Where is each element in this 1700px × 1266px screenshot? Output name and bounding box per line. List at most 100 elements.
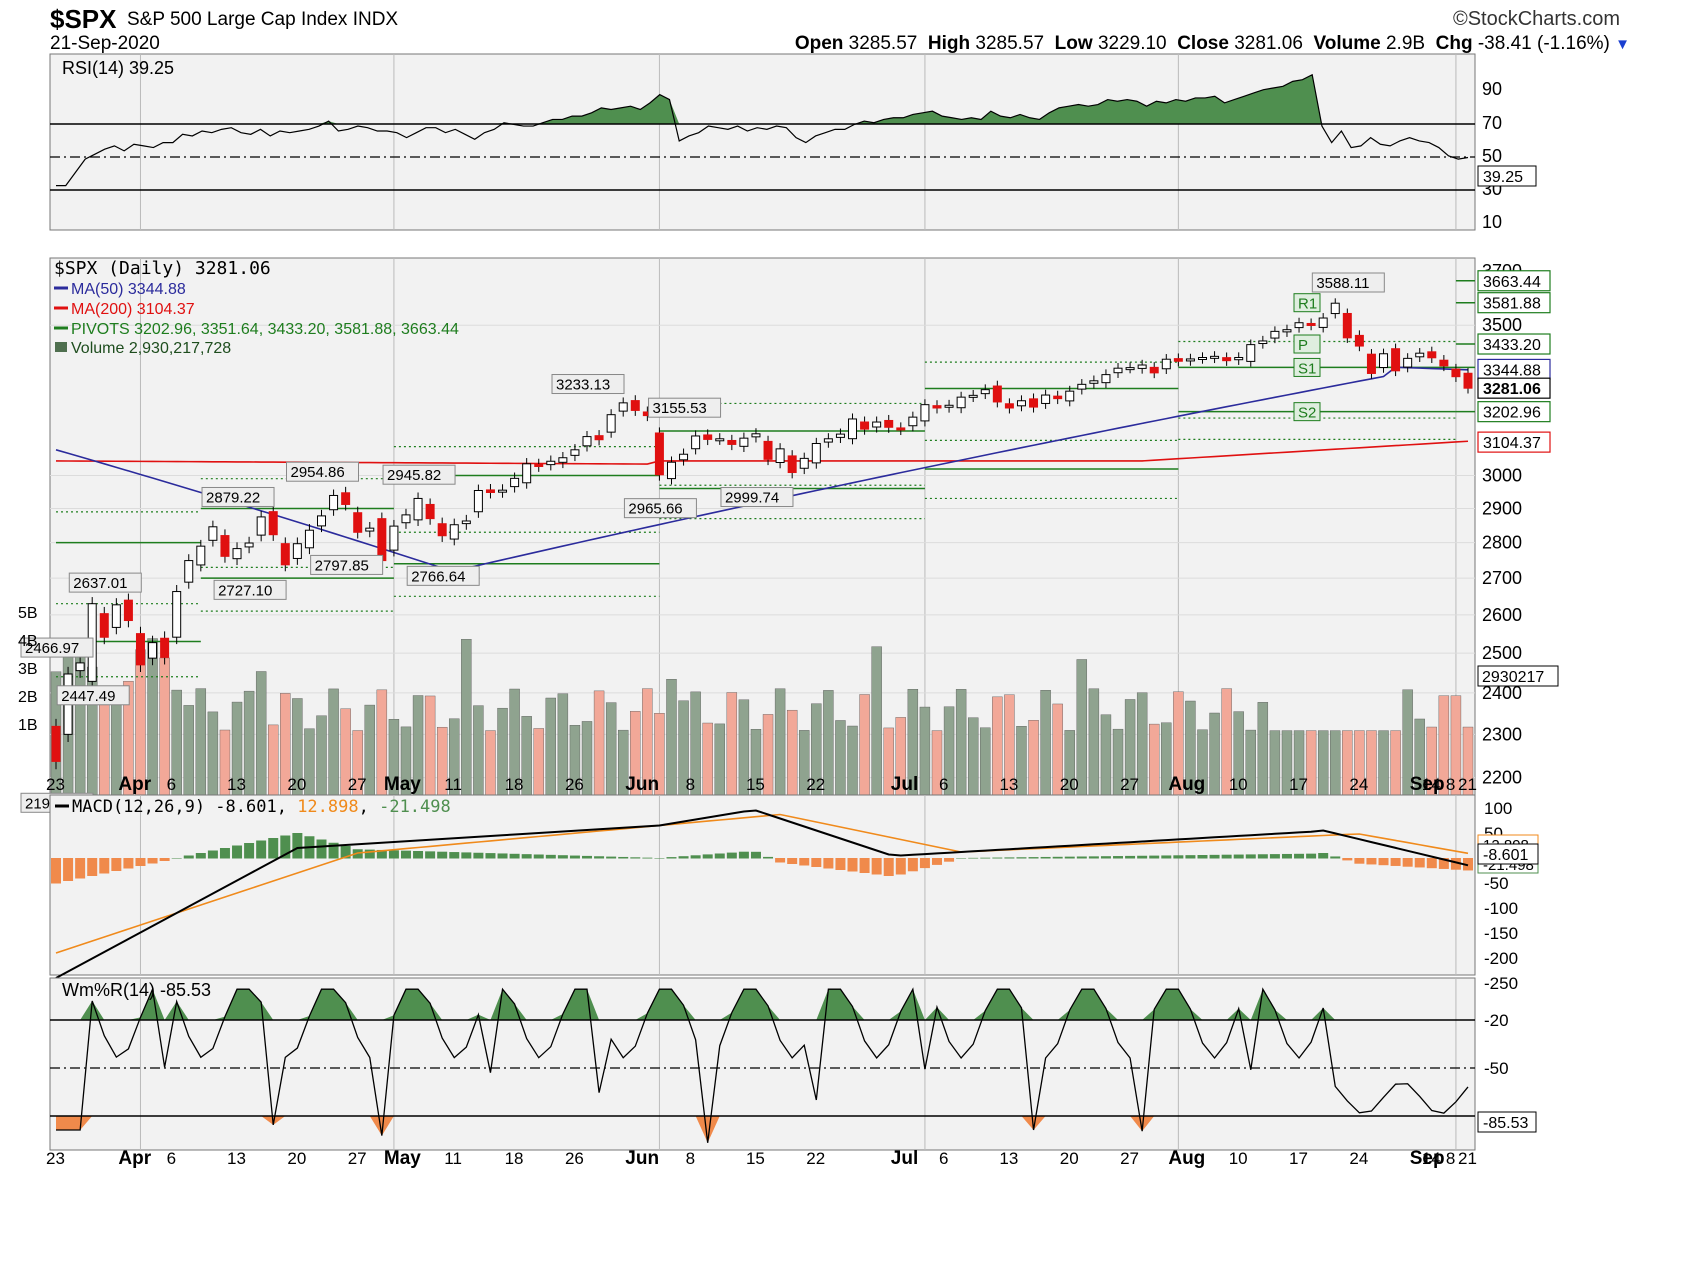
annotation-box — [720, 487, 794, 508]
willr-line — [56, 986, 1469, 1143]
macd-hist-bar — [413, 851, 424, 859]
candle-body — [1415, 352, 1425, 358]
candle-body — [763, 440, 773, 460]
rsi-legend: RSI(14) 39.25 — [62, 58, 174, 78]
pivot-tag-label: S1 — [1298, 360, 1316, 377]
macd-hist-bar — [582, 855, 593, 859]
macd-hist-bar — [980, 857, 991, 859]
x-axis-label: 20 — [287, 775, 306, 794]
candle-body — [606, 414, 616, 433]
macd-hist-bar — [280, 835, 291, 859]
price-tick-label: 2500 — [1482, 643, 1522, 663]
annotation-label: 2727.10 — [218, 582, 272, 599]
x-axis-label: 11 — [444, 775, 462, 794]
candle-body — [1427, 351, 1437, 359]
macd-hist-bar — [1040, 856, 1051, 859]
price-right-label: 3104.37 — [1483, 435, 1541, 452]
rsi-tick-label: 10 — [1482, 212, 1502, 232]
price-tick-label: 2600 — [1482, 605, 1522, 625]
candle-body — [534, 463, 544, 467]
macd-hist-bar — [521, 854, 532, 859]
annotation-label: 2965.66 — [628, 501, 682, 518]
macd-hist-bar — [123, 858, 134, 869]
macd-hist-bar — [1330, 856, 1341, 859]
price-right-label-box — [1477, 333, 1551, 355]
candle-body — [630, 400, 640, 411]
candle-body — [727, 439, 737, 445]
macd-hist-bar — [256, 840, 267, 859]
annotation-box — [20, 637, 94, 658]
macd-value-label: -8.601 — [1483, 847, 1528, 864]
candle-body — [799, 457, 809, 469]
candle-body — [1439, 359, 1449, 367]
candle-body — [317, 515, 327, 527]
chg-label: Chg — [1435, 33, 1473, 54]
candle-body — [1197, 356, 1207, 360]
candle-body — [558, 457, 568, 463]
ma200-legend: MA(200) 3104.37 — [71, 301, 195, 318]
caret-down-icon[interactable]: ▼ — [1615, 36, 1630, 53]
candle-body — [1451, 368, 1461, 378]
x-axis-label: May — [384, 1148, 421, 1169]
annotation-box — [56, 685, 130, 706]
low-label: Low — [1054, 33, 1093, 54]
macd-legend: MACD(12,26,9) -8.601, 12.898, -21.498 — [72, 797, 451, 817]
candle-body — [980, 389, 990, 395]
price-panel: 3588.11 3233.13 3155.53 2954.86 2945.82 2879.… — [18, 257, 1559, 824]
candle-body — [184, 560, 194, 583]
annotation-box — [382, 464, 456, 485]
pivot-tags: R1 P S1 S2 — [1293, 293, 1321, 422]
candle-body — [280, 543, 290, 566]
macd-hist-bar — [111, 858, 122, 871]
macd-hist-bar — [425, 851, 436, 859]
macd-hist-bar — [1306, 853, 1317, 859]
x-axis-label: 8 — [1446, 775, 1455, 794]
annotation-label: 2797.85 — [315, 557, 369, 574]
pivot-tag-label: S2 — [1298, 405, 1316, 422]
macd-hist-bar — [244, 843, 255, 859]
macd-hist-bar — [606, 856, 617, 859]
candle-body — [123, 599, 133, 622]
price-tick-label: 2400 — [1482, 683, 1522, 703]
candle-body — [1379, 353, 1389, 369]
macd-hist-bar — [533, 854, 544, 859]
macd-hist-bar — [895, 858, 906, 875]
x-axis-label: 22 — [806, 775, 825, 794]
rsi-overbought-fill — [56, 74, 1468, 124]
candle-body — [1282, 329, 1292, 333]
volume-legend: Volume 2,930,217,728 — [71, 340, 231, 357]
macd-legend-main: MACD(12,26,9) -8.601 — [72, 797, 277, 817]
macd-hist-bar — [449, 852, 460, 859]
macd-hist-bar — [799, 858, 810, 866]
candle-body — [1173, 358, 1183, 362]
macd-hist-bar — [183, 855, 194, 859]
price-right-label-box — [1477, 431, 1551, 453]
price-tick-label: 2800 — [1482, 533, 1522, 553]
macd-hist-bar — [1354, 858, 1365, 864]
x-axis-label: 13 — [227, 1149, 246, 1168]
candle-body — [992, 385, 1002, 403]
brand-label[interactable]: ©StockCharts.com — [1452, 8, 1620, 30]
candle-body — [510, 477, 520, 488]
macd-hist-bar — [1294, 853, 1305, 859]
macd-tick-label: -250 — [1484, 974, 1518, 993]
index-full-name: S&P 500 Large Cap Index — [127, 9, 348, 30]
candle-body — [1318, 317, 1328, 328]
pivot-tag-box — [1293, 357, 1321, 377]
macd-hist-bar — [630, 857, 641, 859]
macd-hist-bar — [690, 855, 701, 859]
macd-hist-bar — [1281, 853, 1292, 859]
willr-tick-label: -20 — [1484, 1011, 1509, 1030]
x-axis-top: 23 Apr 6 13 20 27 May 11 18 26 Jun 8 15 22 Jul 6 13 20 27 A… — [46, 774, 1477, 795]
macd-hist-bar — [400, 850, 411, 859]
macd-hist-bar — [87, 858, 98, 876]
willr-overbought-fill — [56, 989, 1468, 1020]
macd-hist-bar — [1450, 858, 1461, 870]
candle-body — [582, 436, 592, 447]
macd-hist-bar — [1028, 857, 1039, 859]
candle-body — [1270, 330, 1280, 339]
candle-body — [232, 548, 242, 560]
x-axis-label: Jun — [625, 774, 659, 795]
volume-tick-label: 5B — [18, 605, 38, 622]
macd-hist-bar — [1414, 858, 1425, 868]
